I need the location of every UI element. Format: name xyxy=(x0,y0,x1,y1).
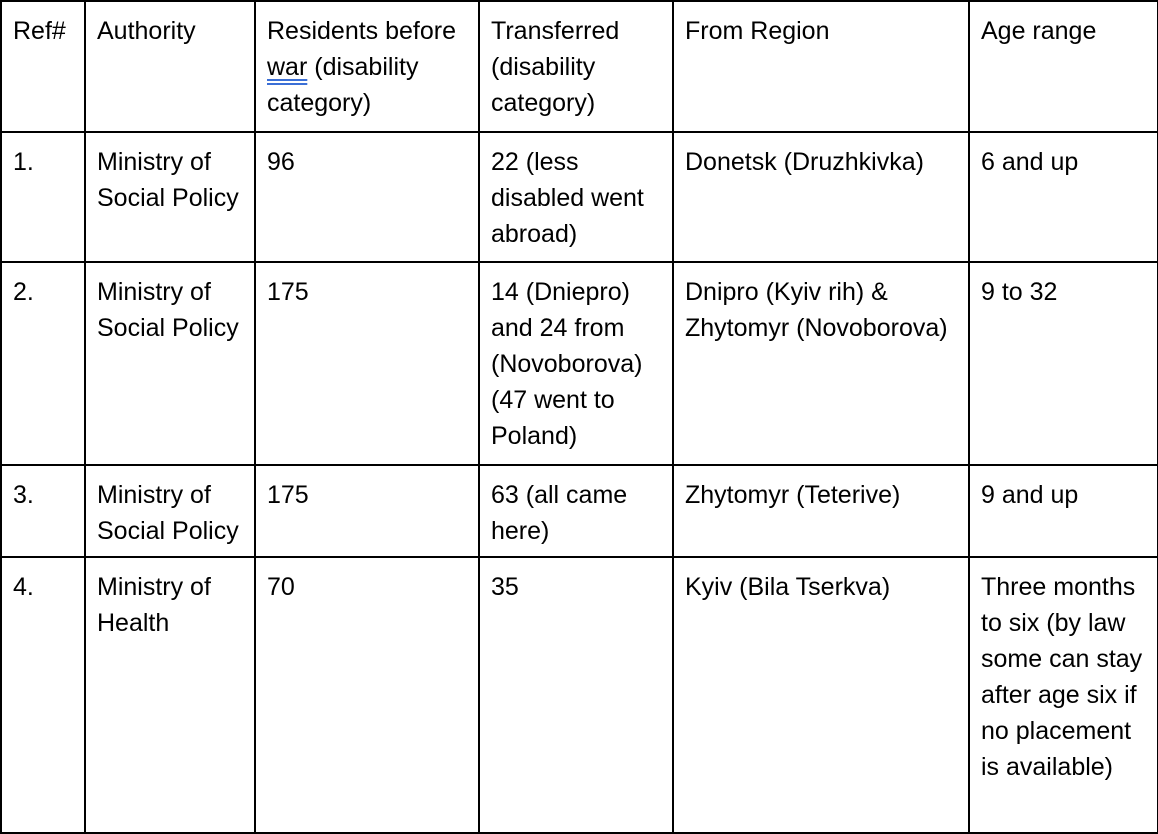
cell-authority: Ministry of Social Policy xyxy=(84,261,256,466)
cell-transferred: 63 (all came here) xyxy=(478,464,674,558)
spellcheck-marked-word[interactable]: war xyxy=(267,53,308,81)
header-residents-before-war: Residents before war (disability categor… xyxy=(254,0,480,133)
cell-age-range: 9 to 32 xyxy=(968,261,1158,466)
cell-residents: 96 xyxy=(254,131,480,263)
cell-ref: 3. xyxy=(0,464,86,558)
header-ref: Ref# xyxy=(0,0,86,133)
cell-authority: Ministry of Social Policy xyxy=(84,464,256,558)
cell-ref: 2. xyxy=(0,261,86,466)
cell-age-range: 9 and up xyxy=(968,464,1158,558)
cell-ref: 4. xyxy=(0,556,86,834)
header-residents-label: Residents before xyxy=(267,17,457,45)
table-row: 2. Ministry of Social Policy 175 14 (Dni… xyxy=(0,261,1158,466)
cell-authority: Ministry of Health xyxy=(84,556,256,834)
cell-residents: 175 xyxy=(254,261,480,466)
table-header-row: Ref# Authority Residents before war (dis… xyxy=(0,0,1158,133)
table-row: 3. Ministry of Social Policy 175 63 (all… xyxy=(0,464,1158,558)
header-transferred-label: Transferred (disability category) xyxy=(491,17,620,117)
table-row: 4. Ministry of Health 70 35 Kyiv (Bila T… xyxy=(0,556,1158,834)
cell-residents: 175 xyxy=(254,464,480,558)
cell-transferred: 14 (Dniepro) and 24 from (Novoborova) (4… xyxy=(478,261,674,466)
cell-from-region: Dnipro (Kyiv rih) & Zhytomyr (Novoborova… xyxy=(672,261,970,466)
cell-from-region: Kyiv (Bila Tserkva) xyxy=(672,556,970,834)
header-ref-label: Ref# xyxy=(13,17,66,45)
cell-authority: Ministry of Social Policy xyxy=(84,131,256,263)
header-authority-label: Authority xyxy=(97,17,196,45)
header-transferred: Transferred (disability category) xyxy=(478,0,674,133)
header-from-region-label: From Region xyxy=(685,17,830,45)
cell-age-range: Three months to six (by law some can sta… xyxy=(968,556,1158,834)
header-authority: Authority xyxy=(84,0,256,133)
cell-ref: 1. xyxy=(0,131,86,263)
cell-from-region: Donetsk (Druzhkivka) xyxy=(672,131,970,263)
cell-age-range: 6 and up xyxy=(968,131,1158,263)
table-row: 1. Ministry of Social Policy 96 22 (less… xyxy=(0,131,1158,263)
header-age-range-label: Age range xyxy=(981,17,1097,45)
header-age-range: Age range xyxy=(968,0,1158,133)
cell-residents: 70 xyxy=(254,556,480,834)
cell-from-region: Zhytomyr (Teterive) xyxy=(672,464,970,558)
cell-transferred: 35 xyxy=(478,556,674,834)
header-residents-tail: (disability category) xyxy=(267,53,419,117)
cell-transferred: 22 (less disabled went abroad) xyxy=(478,131,674,263)
header-from-region: From Region xyxy=(672,0,970,133)
